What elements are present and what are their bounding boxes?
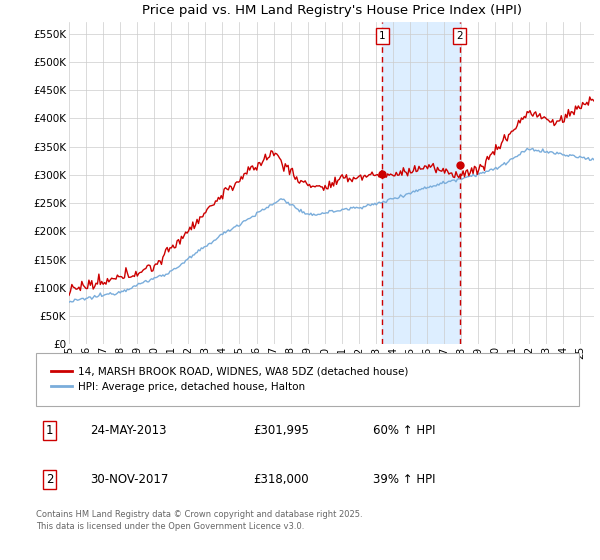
Text: 1: 1 <box>46 424 53 437</box>
Text: 24-MAY-2013: 24-MAY-2013 <box>91 424 167 437</box>
Text: 2: 2 <box>457 31 463 41</box>
Text: 60% ↑ HPI: 60% ↑ HPI <box>373 424 435 437</box>
Text: £318,000: £318,000 <box>253 473 309 486</box>
Bar <box>382 22 460 344</box>
Text: 30-NOV-2017: 30-NOV-2017 <box>91 473 169 486</box>
Text: 39% ↑ HPI: 39% ↑ HPI <box>373 473 435 486</box>
Legend: 14, MARSH BROOK ROAD, WIDNES, WA8 5DZ (detached house), HPI: Average price, deta: 14, MARSH BROOK ROAD, WIDNES, WA8 5DZ (d… <box>47 363 412 396</box>
FancyBboxPatch shape <box>36 353 579 406</box>
Text: 1: 1 <box>379 31 386 41</box>
Text: £301,995: £301,995 <box>253 424 309 437</box>
Text: 2: 2 <box>46 473 53 486</box>
Title: 14, MARSH BROOK ROAD, WIDNES, WA8 5DZ
Price paid vs. HM Land Registry's House Pr: 14, MARSH BROOK ROAD, WIDNES, WA8 5DZ Pr… <box>142 0 521 17</box>
Text: Contains HM Land Registry data © Crown copyright and database right 2025.
This d: Contains HM Land Registry data © Crown c… <box>36 510 362 531</box>
